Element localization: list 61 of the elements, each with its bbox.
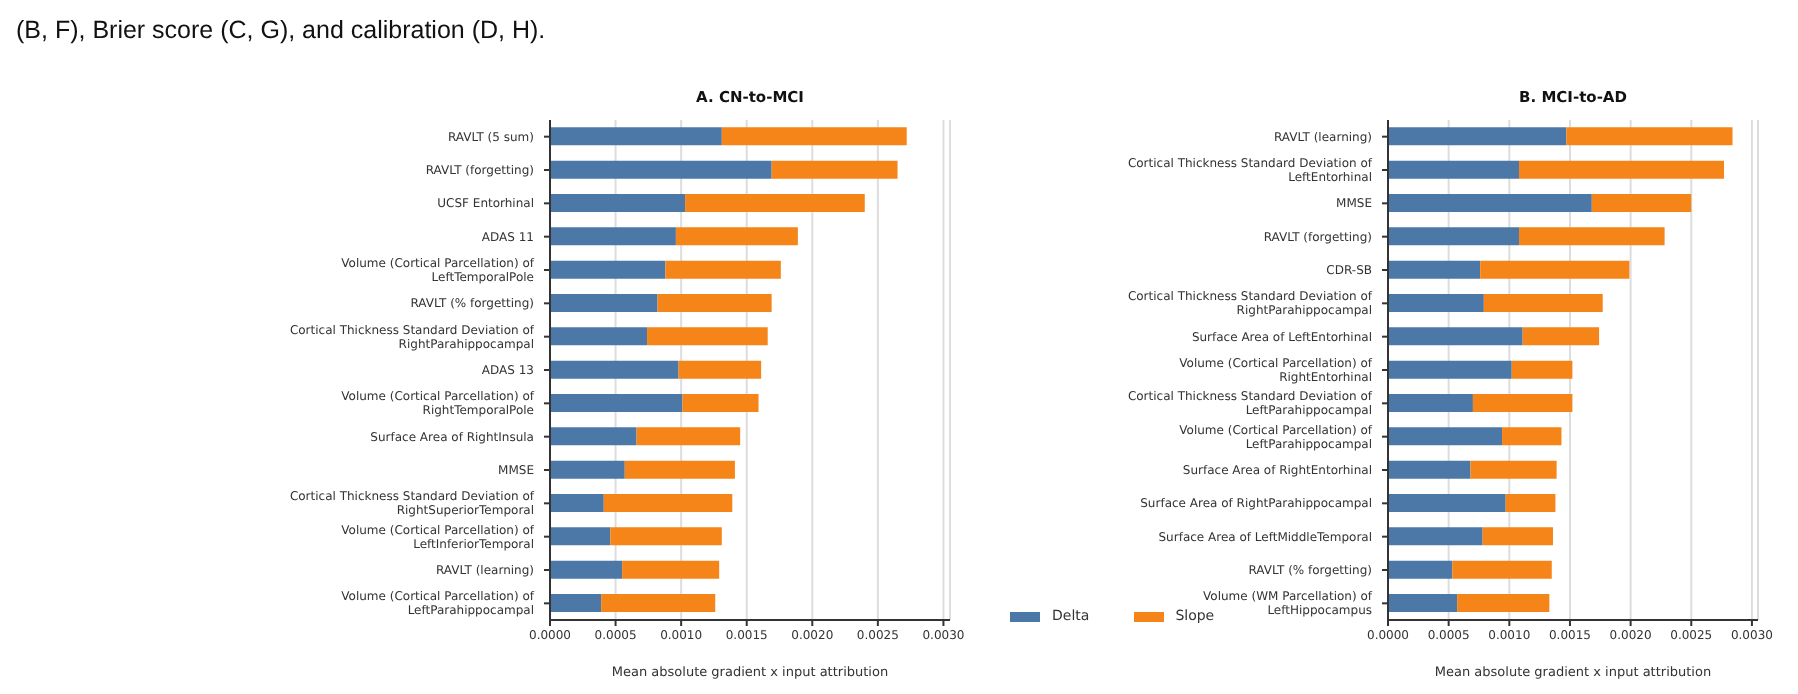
bar — [675, 227, 798, 246]
bar — [550, 294, 658, 312]
bar — [1472, 394, 1573, 412]
bar — [657, 294, 772, 312]
bar — [550, 427, 637, 446]
bar — [682, 394, 759, 412]
bar — [647, 327, 768, 346]
bar — [1457, 594, 1550, 612]
bar — [610, 527, 722, 546]
bar — [550, 160, 772, 179]
bar — [550, 594, 602, 612]
text: (B, F), Brier score (C, G), and calibration (D, H). — [16, 16, 546, 44]
bar — [1470, 460, 1557, 479]
bar — [550, 360, 679, 379]
bar — [771, 160, 898, 179]
bar — [1505, 494, 1556, 512]
bar — [550, 460, 625, 479]
bar — [636, 427, 741, 446]
bar — [1388, 360, 1512, 379]
bar — [1388, 294, 1484, 312]
bar — [603, 494, 733, 512]
bar — [721, 127, 907, 146]
bar — [1388, 127, 1567, 146]
bar — [550, 327, 648, 346]
bar — [1388, 327, 1523, 346]
bar — [665, 260, 781, 279]
bar — [550, 394, 683, 412]
bar — [550, 194, 686, 212]
bar — [1519, 227, 1665, 246]
bar — [1511, 360, 1573, 379]
bar — [1388, 427, 1503, 446]
bar — [1388, 227, 1520, 246]
bar — [1388, 394, 1473, 412]
bar — [622, 560, 720, 579]
bar — [1388, 260, 1481, 279]
bar — [1388, 494, 1506, 512]
bar — [1591, 194, 1692, 212]
bar — [1482, 527, 1553, 546]
bar — [1388, 194, 1592, 212]
bar — [1452, 560, 1552, 579]
bar — [685, 194, 865, 212]
bar — [601, 594, 716, 612]
bar — [550, 527, 611, 546]
bar — [550, 494, 604, 512]
bar — [1483, 294, 1603, 312]
bar — [1502, 427, 1562, 446]
bar — [1388, 460, 1471, 479]
bar — [624, 460, 735, 479]
bar — [678, 360, 762, 379]
bar — [550, 227, 676, 246]
bar — [1480, 260, 1630, 279]
bar — [1522, 327, 1600, 346]
bar — [1388, 160, 1520, 179]
bar — [550, 260, 666, 279]
bar — [1388, 527, 1483, 546]
bar — [550, 560, 623, 579]
bar — [1388, 560, 1453, 579]
bar — [1519, 160, 1725, 179]
bar — [1388, 594, 1458, 612]
bar — [1566, 127, 1733, 146]
bar — [550, 127, 722, 146]
